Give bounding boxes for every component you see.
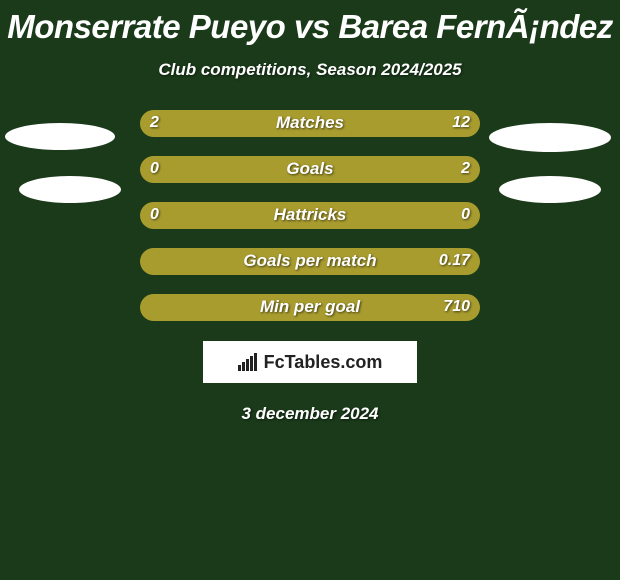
page-title: Monserrate Pueyo vs Barea FernÃ¡ndez — [0, 0, 620, 46]
metric-rows: 212Matches 02Goals 00Hattricks 0.17Goals pe… — [0, 110, 620, 321]
bar-track: 710Min per goal — [140, 294, 480, 321]
metric-row: 00Hattricks — [0, 202, 620, 229]
metric-row: 0.17Goals per match — [0, 248, 620, 275]
bar-track: 02Goals — [140, 156, 480, 183]
subtitle: Club competitions, Season 2024/2025 — [0, 60, 620, 80]
bar-chart-icon — [238, 353, 260, 371]
bar-track: 212Matches — [140, 110, 480, 137]
metric-row: 02Goals — [0, 156, 620, 183]
metric-row: 212Matches — [0, 110, 620, 137]
metric-label: Min per goal — [140, 297, 480, 317]
metric-label: Goals per match — [140, 251, 480, 271]
metric-row: 710Min per goal — [0, 294, 620, 321]
bar-track: 00Hattricks — [140, 202, 480, 229]
bar-track: 0.17Goals per match — [140, 248, 480, 275]
metric-label: Hattricks — [140, 205, 480, 225]
logo-box: FcTables.com — [202, 340, 418, 384]
metric-label: Matches — [140, 113, 480, 133]
comparison-infographic: Monserrate Pueyo vs Barea FernÃ¡ndez Clu… — [0, 0, 620, 580]
logo-text: FcTables.com — [264, 352, 383, 373]
metric-label: Goals — [140, 159, 480, 179]
date-text: 3 december 2024 — [0, 404, 620, 424]
